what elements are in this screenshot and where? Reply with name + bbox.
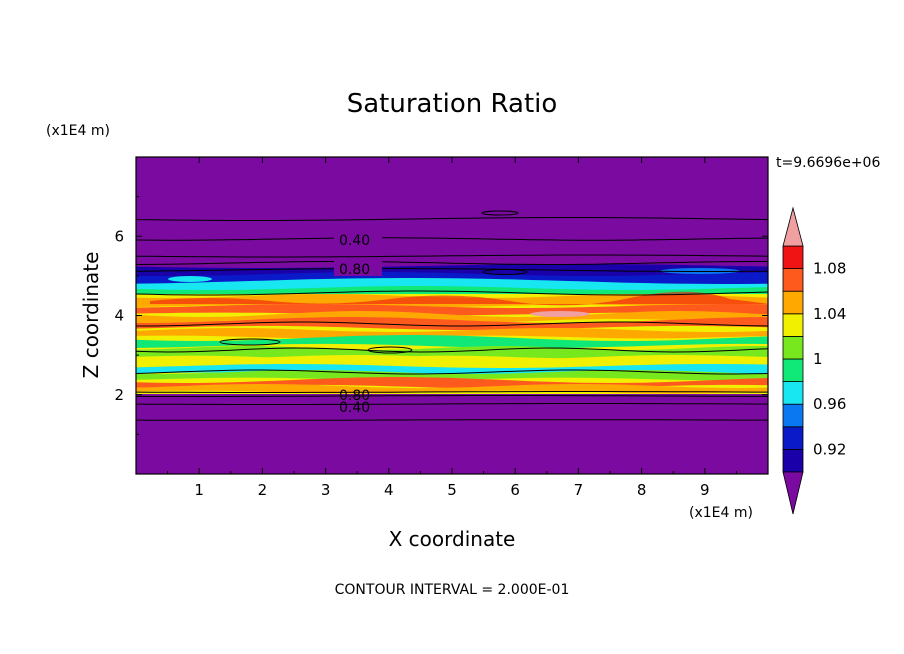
colorbar-swatch-10 — [782, 245, 804, 270]
y-unit-label: (x1E4 m) — [46, 123, 110, 139]
colorbar: 0.92 0.96 1 1.04 1.08 — [782, 206, 846, 515]
contour-label-1: 0.40 — [339, 233, 370, 249]
field-cyan-patch — [168, 276, 212, 282]
y-axis-label: Z coordinate — [79, 252, 103, 379]
colorbar-swatch-7 — [782, 313, 804, 337]
field-band-9 — [136, 317, 768, 331]
chart-title: Saturation Ratio — [347, 89, 558, 119]
x-tick-label-5: 5 — [447, 481, 457, 499]
y-tick-label-3: 6 — [114, 227, 124, 245]
colorbar-swatch-4 — [782, 381, 804, 405]
colorbar-under-arrow — [782, 471, 804, 515]
field-band-15 — [136, 370, 768, 381]
contour-interval-footer: CONTOUR INTERVAL = 2.000E-01 — [335, 582, 570, 598]
contour-labels: 0.40 0.80 0.80 0.40 — [334, 232, 382, 416]
field-band-11 — [136, 335, 768, 349]
colorbar-over-arrow — [782, 206, 804, 247]
y-tick-label-1: 2 — [114, 386, 124, 404]
contour-line-6 — [136, 290, 768, 296]
field-band-8 — [136, 311, 768, 324]
contour-island-2 — [482, 269, 528, 275]
contour-label-4: 0.40 — [339, 400, 370, 416]
colorbar-label-5: 1.08 — [813, 260, 846, 278]
contour-island-4 — [219, 338, 281, 346]
contour-label-2: 0.80 — [339, 262, 370, 278]
x-tick-label-6: 6 — [510, 481, 520, 499]
x-tick-label-1: 1 — [194, 481, 204, 499]
colorbar-swatch-9 — [782, 268, 804, 292]
field-band-10 — [136, 328, 768, 339]
x-tick-label-2: 2 — [258, 481, 268, 499]
x-axis-label: X coordinate — [389, 527, 516, 551]
plot-area — [136, 157, 768, 474]
contour-line-10 — [136, 391, 768, 393]
colorbar-label-3: 1 — [813, 350, 823, 368]
colorbar-label-2: 0.96 — [813, 395, 846, 413]
contour-line-5 — [136, 268, 768, 272]
colorbar-swatch-2 — [782, 426, 804, 450]
colorbar-label-4: 1.04 — [813, 305, 846, 323]
field-peak-streak — [150, 291, 768, 306]
colorbar-label-1: 0.92 — [813, 440, 846, 458]
contour-island-3 — [367, 346, 413, 354]
x-tick-label-8: 8 — [637, 481, 647, 499]
colorbar-swatch-5 — [782, 358, 804, 383]
field-bands — [136, 264, 768, 394]
field-band-7 — [136, 304, 768, 316]
x-axis-ticks: 1 2 3 4 5 6 7 8 9 — [167, 157, 737, 499]
y-tick-label-2: 4 — [114, 307, 124, 325]
contour-line-12 — [136, 403, 768, 405]
contour-line-11 — [136, 395, 768, 397]
colorbar-swatch-6 — [782, 335, 804, 360]
contour-line-9 — [136, 369, 768, 375]
y-axis-ticks: 2 4 6 — [114, 196, 768, 435]
x-tick-label-4: 4 — [384, 481, 394, 499]
contour-line-13 — [136, 419, 768, 421]
colorbar-swatch-1 — [782, 448, 804, 473]
colorbar-swatch-3 — [782, 403, 804, 428]
time-label: t=9.6696e+06 — [776, 155, 880, 171]
x-tick-label-7: 7 — [574, 481, 584, 499]
colorbar-swatch-8 — [782, 290, 804, 315]
contour-line-7 — [136, 321, 768, 327]
contour-line-2 — [136, 237, 768, 241]
field-max-patch — [530, 311, 590, 317]
contour-line-8 — [136, 347, 768, 353]
contour-island-1 — [481, 210, 519, 216]
field-band-12 — [136, 346, 768, 359]
x-tick-label-9: 9 — [700, 481, 710, 499]
contour-lines — [136, 210, 768, 421]
x-tick-label-3: 3 — [321, 481, 331, 499]
contour-line-3 — [136, 254, 768, 258]
field-band-13 — [136, 355, 768, 366]
contour-line-1 — [136, 217, 768, 221]
contour-line-4 — [136, 261, 768, 265]
x-unit-label: (x1E4 m) — [689, 505, 753, 521]
contour-label-3: 0.80 — [339, 388, 370, 404]
